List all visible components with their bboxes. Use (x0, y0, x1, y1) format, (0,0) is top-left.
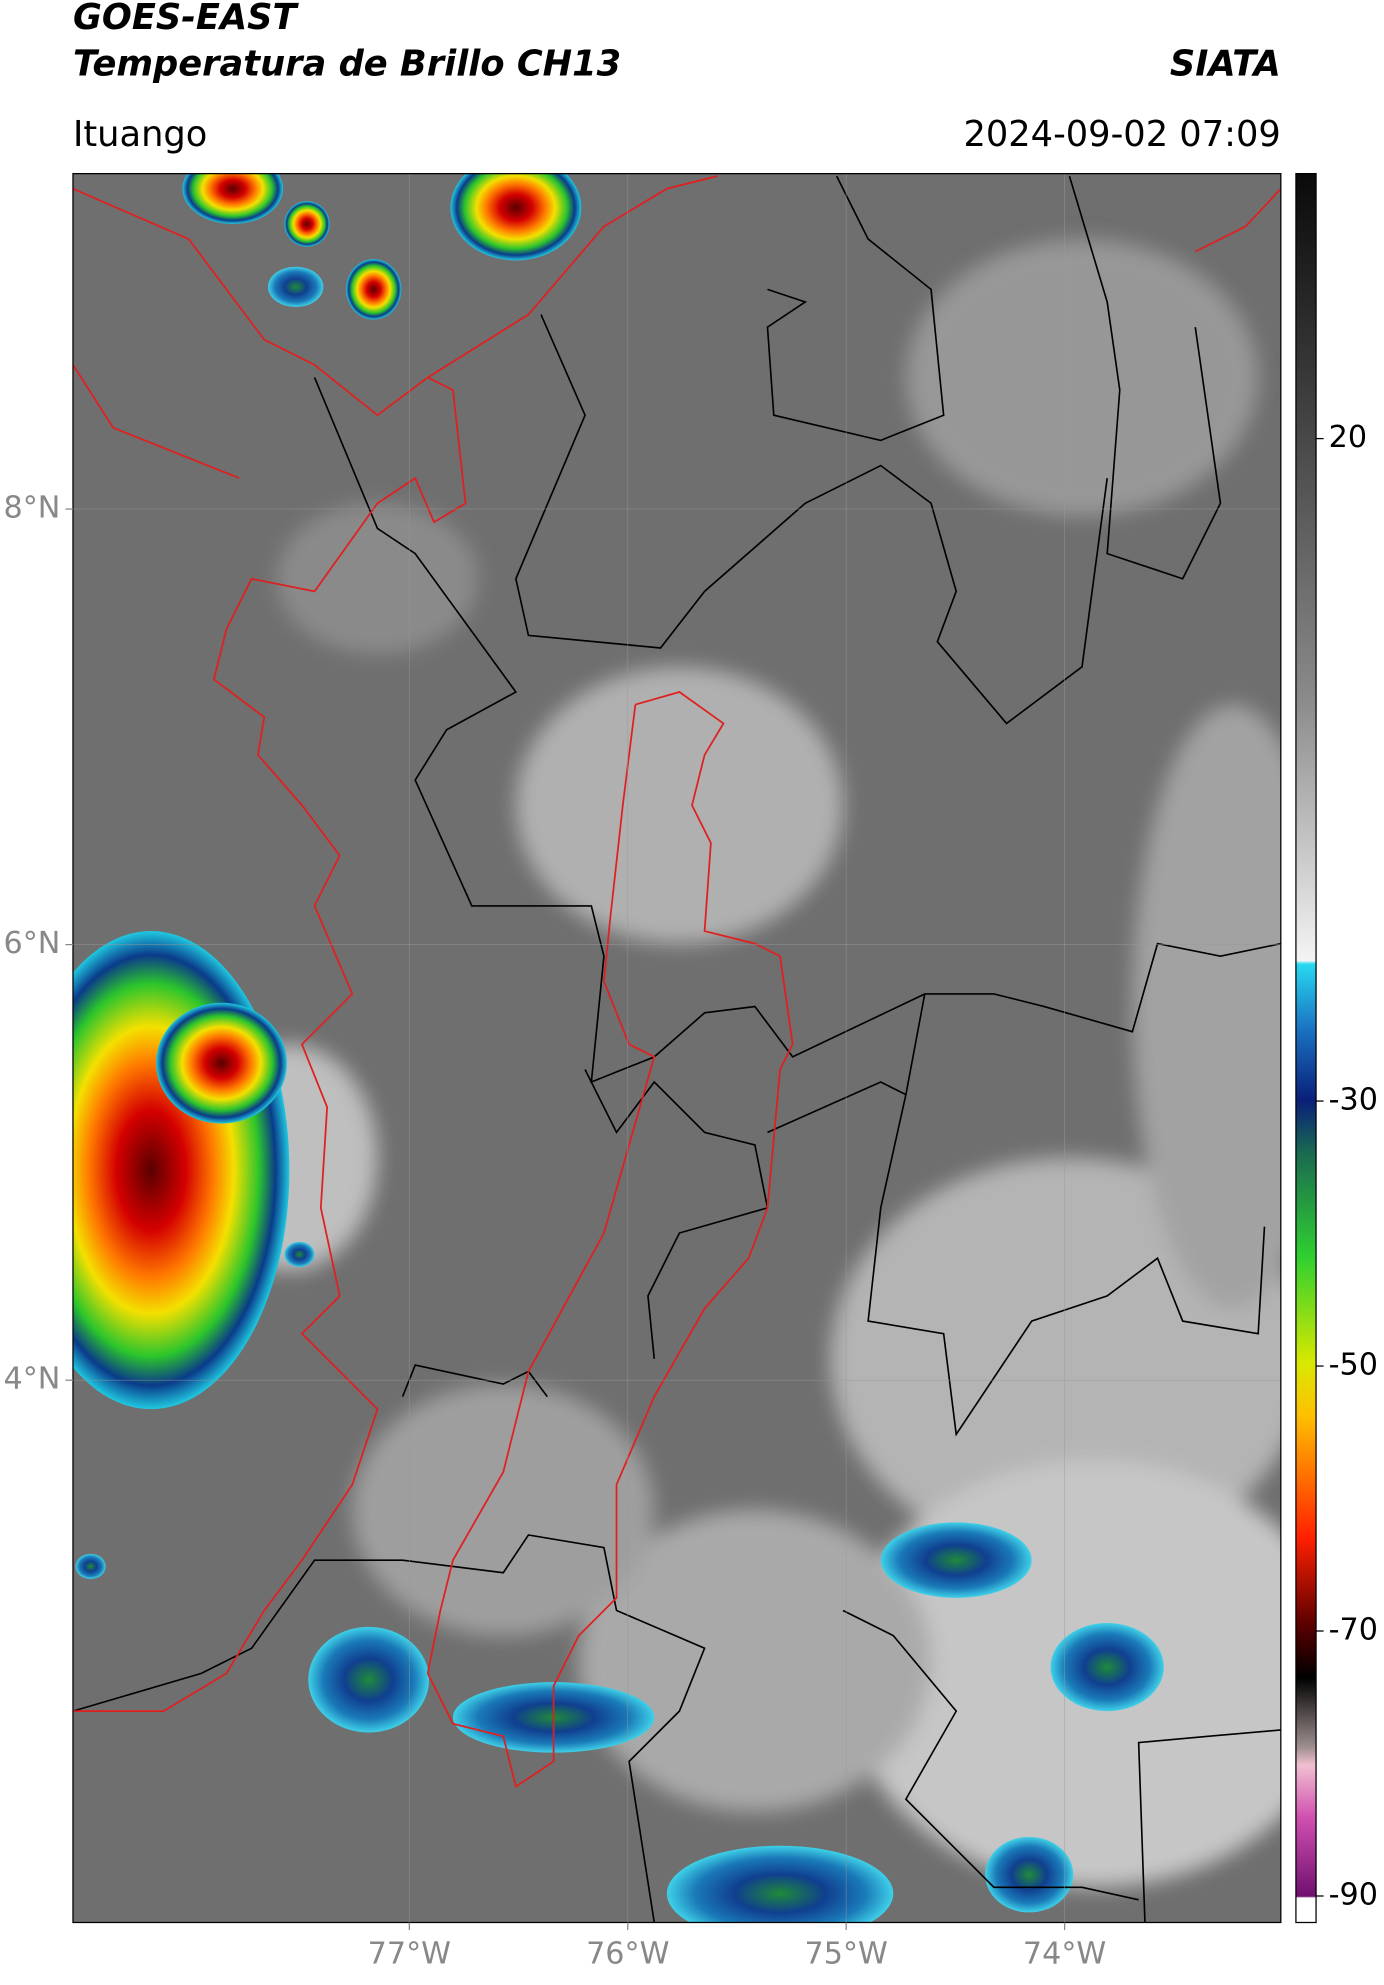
lat-tick-label: 8°N (4, 491, 61, 526)
lat-tick-label: 6°N (4, 926, 61, 961)
colorbar-tick-label: 20 (1329, 420, 1367, 455)
lon-tick-label: 74°W (1023, 1937, 1106, 1972)
source: SIATA (1170, 43, 1281, 84)
colorbar-tick-label: -70 (1329, 1613, 1378, 1648)
colorbar (1295, 172, 1317, 1924)
lat-tick-label: 4°N (4, 1362, 61, 1397)
location: Ituango (73, 114, 207, 155)
colorbar-tick-label: -50 (1329, 1348, 1378, 1383)
datetime: 2024-09-02 07:09 (963, 114, 1280, 155)
colorbar-tick-label: -90 (1329, 1877, 1378, 1912)
lon-tick-label: 75°W (804, 1937, 887, 1972)
plot-frame (72, 172, 1282, 1924)
title: GOES-EAST (73, 0, 300, 38)
lon-tick-label: 76°W (586, 1937, 669, 1972)
subtitle: Temperatura de Brillo CH13 (73, 43, 621, 84)
lon-tick-label: 77°W (368, 1937, 451, 1972)
satellite-image (72, 173, 1281, 1923)
colorbar-tick-label: -30 (1329, 1083, 1378, 1118)
